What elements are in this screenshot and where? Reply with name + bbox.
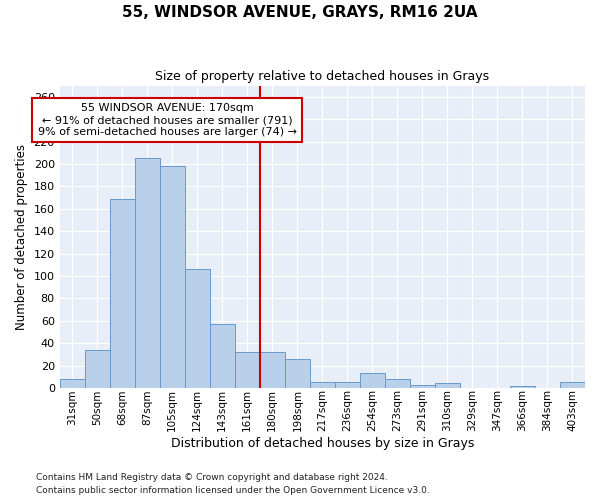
Bar: [185, 269, 210, 388]
Bar: [235, 352, 260, 388]
Text: 55, WINDSOR AVENUE, GRAYS, RM16 2UA: 55, WINDSOR AVENUE, GRAYS, RM16 2UA: [122, 5, 478, 20]
Bar: [435, 384, 460, 388]
Bar: [385, 379, 410, 388]
Bar: [85, 350, 110, 388]
Bar: [560, 382, 585, 388]
Title: Size of property relative to detached houses in Grays: Size of property relative to detached ho…: [155, 70, 490, 83]
Bar: [360, 374, 385, 388]
Text: Contains HM Land Registry data © Crown copyright and database right 2024.
Contai: Contains HM Land Registry data © Crown c…: [36, 474, 430, 495]
Bar: [160, 166, 185, 388]
Bar: [260, 352, 285, 388]
Bar: [135, 158, 160, 388]
Bar: [510, 386, 535, 388]
Y-axis label: Number of detached properties: Number of detached properties: [15, 144, 28, 330]
Bar: [335, 382, 360, 388]
Bar: [210, 324, 235, 388]
Bar: [110, 198, 135, 388]
Bar: [285, 359, 310, 388]
Bar: [59, 379, 85, 388]
X-axis label: Distribution of detached houses by size in Grays: Distribution of detached houses by size …: [170, 437, 474, 450]
Bar: [310, 382, 335, 388]
Bar: [410, 384, 435, 388]
Text: 55 WINDSOR AVENUE: 170sqm
← 91% of detached houses are smaller (791)
9% of semi-: 55 WINDSOR AVENUE: 170sqm ← 91% of detac…: [38, 104, 297, 136]
